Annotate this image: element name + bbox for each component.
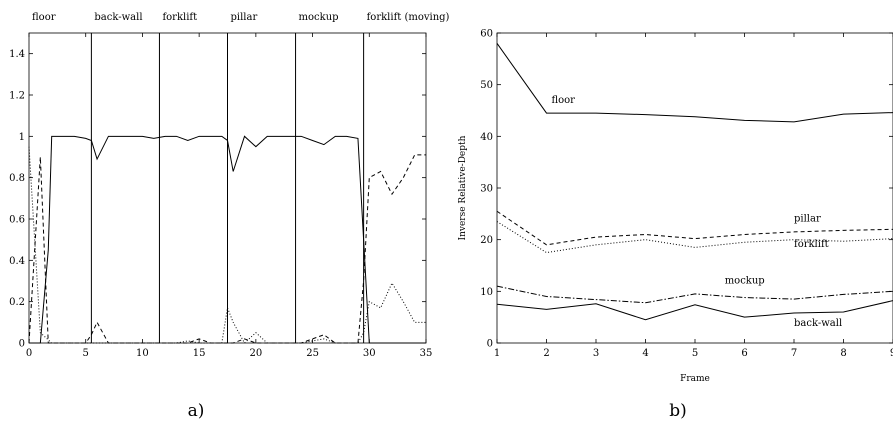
x-tick-label: 7 — [791, 348, 797, 359]
series-line-mockup — [497, 286, 893, 303]
x-tick-label: 8 — [840, 348, 846, 359]
y-tick-label: 0.4 — [9, 256, 25, 267]
x-tick-label: 4 — [642, 348, 648, 359]
series-line-back-wall — [497, 301, 893, 320]
y-tick-label: 20 — [480, 235, 493, 246]
series-line-forklift — [497, 222, 893, 253]
plot-frame — [497, 33, 893, 343]
y-tick-label: 0.6 — [9, 215, 25, 226]
chart-a: 0 5 10 15 20 25 30 35 0 0.2 0.4 0.6 0.8 1 1.2 1.4 floor b… — [9, 12, 449, 359]
y-tick-label: 30 — [480, 184, 493, 195]
x-tick-label: 5 — [83, 348, 89, 359]
segment-label: pillar — [231, 12, 258, 23]
series-line-pillar — [497, 211, 893, 245]
segment-label: floor — [32, 12, 56, 23]
y-tick-label: 1.2 — [9, 91, 25, 102]
y-axis-title: Inverse Relative-Depth — [458, 135, 468, 240]
y-tick-label: 1 — [19, 132, 25, 143]
x-tick-label: 35 — [420, 348, 433, 359]
x-tick-label: 2 — [543, 348, 549, 359]
series-label: pillar — [794, 214, 821, 225]
x-tick-label: 20 — [249, 348, 262, 359]
series-label: forklift — [794, 239, 829, 250]
x-tick-label: 30 — [363, 348, 376, 359]
y-tick-label: 40 — [480, 132, 493, 143]
y-tick-label: 10 — [480, 287, 493, 298]
segment-label: forklift — [162, 12, 197, 23]
caption-a: a) — [188, 401, 205, 421]
segment-label: mockup — [299, 12, 339, 23]
series-line-floor — [497, 43, 893, 122]
y-tick-label: 0.8 — [9, 173, 25, 184]
x-tick-label: 25 — [306, 348, 319, 359]
x-tick-label: 5 — [692, 348, 698, 359]
y-tick-label: 0.2 — [9, 297, 25, 308]
chart-b: 1234567890102030405060floorpillarforklif… — [458, 29, 893, 385]
series-label: floor — [551, 95, 575, 106]
y-tick-label: 50 — [480, 80, 493, 91]
x-tick-label: 10 — [136, 348, 149, 359]
series-label: back-wall — [794, 318, 842, 329]
x-tick-label: 3 — [593, 348, 599, 359]
x-tick-label: 0 — [26, 348, 32, 359]
x-tick-label: 6 — [741, 348, 747, 359]
y-tick-label: 0 — [19, 339, 25, 350]
caption-b: b) — [669, 401, 687, 421]
y-tick-label: 60 — [480, 29, 493, 40]
y-tick-label: 0 — [487, 339, 493, 350]
y-tick-label: 1.4 — [9, 49, 25, 60]
series-label: mockup — [725, 276, 765, 287]
x-axis-title: Frame — [680, 374, 710, 384]
segment-label: back-wall — [94, 12, 142, 23]
x-tick-label: 1 — [494, 348, 500, 359]
x-tick-label: 15 — [193, 348, 206, 359]
segment-label: forklift (moving) — [367, 12, 450, 23]
